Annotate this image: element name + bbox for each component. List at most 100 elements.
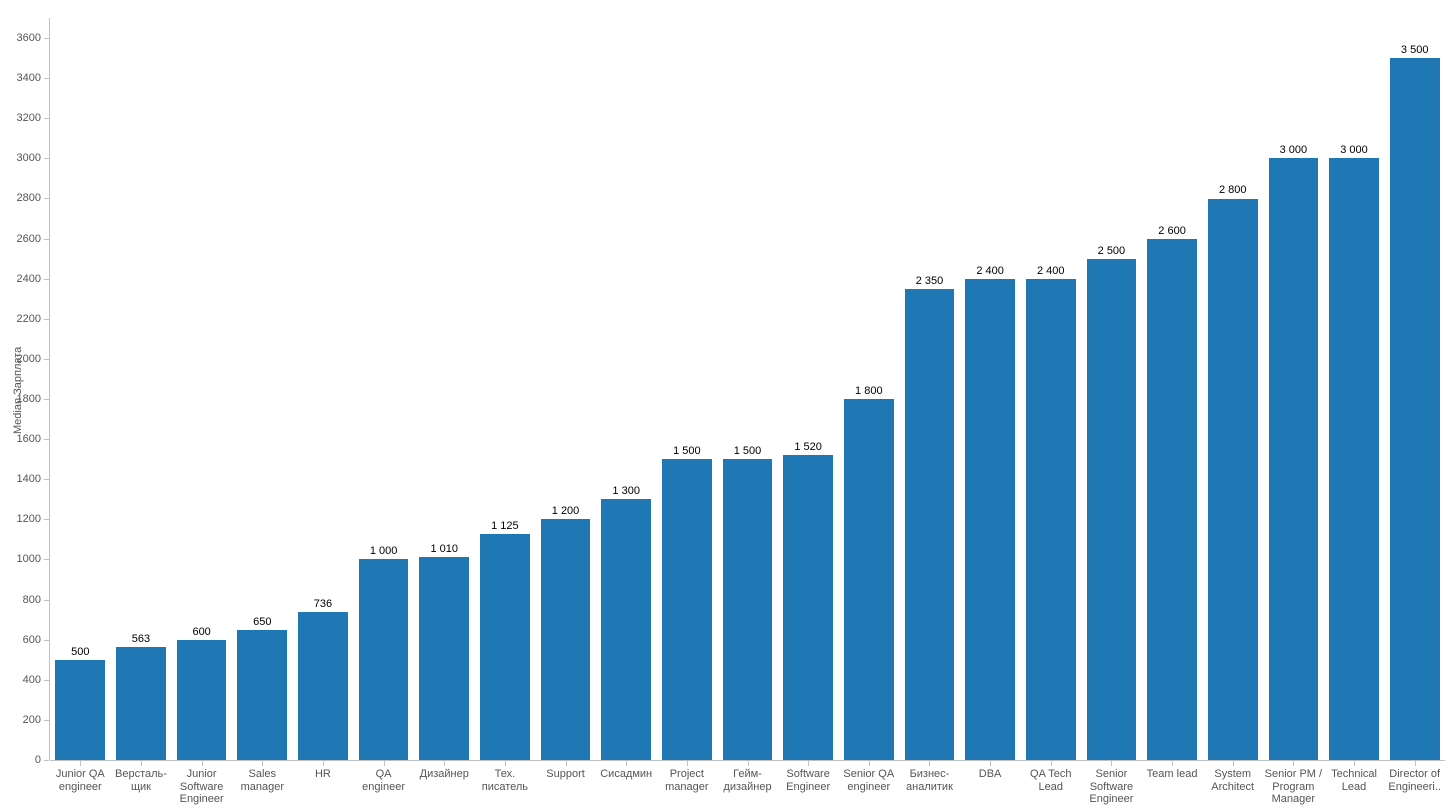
bar-value-label: 736 — [314, 598, 332, 610]
x-tick-label: SystemArchitect — [1202, 768, 1263, 793]
y-axis-line — [49, 18, 50, 760]
x-tick-label: Team lead — [1142, 768, 1203, 781]
bar — [1269, 158, 1319, 760]
x-tick-label: JuniorSoftwareEngineer — [171, 768, 232, 806]
y-tick-label: 3000 — [0, 152, 41, 164]
x-tick — [990, 761, 991, 766]
y-tick — [44, 118, 49, 119]
bar — [1026, 279, 1076, 760]
x-tick — [505, 761, 506, 766]
bar-value-label: 563 — [132, 633, 150, 645]
x-tick — [1172, 761, 1173, 766]
plot-area — [50, 18, 1445, 760]
y-tick — [44, 640, 49, 641]
x-tick-label: HR — [293, 768, 354, 781]
x-tick — [444, 761, 445, 766]
bar-value-label: 1 520 — [794, 441, 822, 453]
bar-value-label: 2 800 — [1219, 184, 1247, 196]
x-tick — [869, 761, 870, 766]
bar — [1147, 239, 1197, 760]
x-tick — [202, 761, 203, 766]
y-tick-label: 3200 — [0, 112, 41, 124]
y-tick — [44, 559, 49, 560]
bar-value-label: 600 — [192, 626, 210, 638]
x-tick-label: QAengineer — [353, 768, 414, 793]
bar — [1329, 158, 1379, 760]
bar-value-label: 2 400 — [1037, 265, 1065, 277]
x-tick — [687, 761, 688, 766]
bar-value-label: 650 — [253, 616, 271, 628]
y-tick — [44, 439, 49, 440]
y-tick-label: 400 — [0, 674, 41, 686]
x-tick-label: Junior QAengineer — [50, 768, 111, 793]
bar-value-label: 2 500 — [1098, 245, 1126, 257]
x-tick-label: Projectmanager — [657, 768, 718, 793]
bar — [1208, 199, 1258, 761]
x-tick-label: Director ofEngineeri.. — [1384, 768, 1445, 793]
y-tick — [44, 158, 49, 159]
y-tick-label: 3600 — [0, 32, 41, 44]
x-tick — [1415, 761, 1416, 766]
bar-value-label: 3 500 — [1401, 44, 1429, 56]
x-tick-label: Тех.писатель — [475, 768, 536, 793]
x-tick — [141, 761, 142, 766]
x-tick-label: Senior QAengineer — [838, 768, 899, 793]
y-tick-label: 800 — [0, 594, 41, 606]
y-tick — [44, 319, 49, 320]
x-tick-label: Salesmanager — [232, 768, 293, 793]
bar — [783, 455, 833, 760]
x-tick — [626, 761, 627, 766]
bar-value-label: 500 — [71, 646, 89, 658]
bar-value-label: 3 000 — [1280, 144, 1308, 156]
x-tick-label: Support — [535, 768, 596, 781]
y-tick-label: 200 — [0, 714, 41, 726]
y-tick-label: 0 — [0, 754, 41, 766]
bar — [601, 499, 651, 760]
bar-value-label: 1 800 — [855, 385, 883, 397]
x-tick — [929, 761, 930, 766]
bar-value-label: 3 000 — [1340, 144, 1368, 156]
bar-value-label: 1 200 — [552, 505, 580, 517]
x-tick-label: Дизайнер — [414, 768, 475, 781]
x-tick-label: Гейм-дизайнер — [717, 768, 778, 793]
x-tick — [1354, 761, 1355, 766]
y-tick-label: 1600 — [0, 433, 41, 445]
x-tick-label: Версталь-щик — [111, 768, 172, 793]
y-tick — [44, 239, 49, 240]
x-tick — [1293, 761, 1294, 766]
x-tick-label: TechnicalLead — [1324, 768, 1385, 793]
x-tick-label: Бизнес-аналитик — [899, 768, 960, 793]
bar — [55, 660, 105, 760]
y-tick — [44, 519, 49, 520]
bar-value-label: 1 010 — [430, 543, 458, 555]
y-tick — [44, 720, 49, 721]
y-tick — [44, 279, 49, 280]
y-tick-label: 600 — [0, 634, 41, 646]
y-tick — [44, 198, 49, 199]
salary-bar-chart: 0200400600800100012001400160018002000220… — [0, 0, 1449, 810]
bar-value-label: 1 300 — [612, 485, 640, 497]
y-axis-label: Median Зарплата — [12, 347, 24, 434]
x-tick — [1233, 761, 1234, 766]
x-tick-label: Сисадмин — [596, 768, 657, 781]
x-tick — [384, 761, 385, 766]
y-tick — [44, 600, 49, 601]
bar — [237, 630, 287, 760]
y-tick-label: 2200 — [0, 313, 41, 325]
bar-value-label: 1 000 — [370, 545, 398, 557]
bar-value-label: 1 125 — [491, 520, 519, 532]
bar-value-label: 1 500 — [673, 445, 701, 457]
x-tick-label: QA TechLead — [1020, 768, 1081, 793]
bar — [662, 459, 712, 760]
y-tick — [44, 38, 49, 39]
y-tick — [44, 680, 49, 681]
y-tick — [44, 399, 49, 400]
bar — [480, 534, 530, 760]
bar — [177, 640, 227, 760]
x-tick — [808, 761, 809, 766]
bar — [116, 647, 166, 760]
bar — [905, 289, 955, 760]
x-tick — [566, 761, 567, 766]
x-tick-label: SeniorSoftwareEngineer — [1081, 768, 1142, 806]
bar — [723, 459, 773, 760]
